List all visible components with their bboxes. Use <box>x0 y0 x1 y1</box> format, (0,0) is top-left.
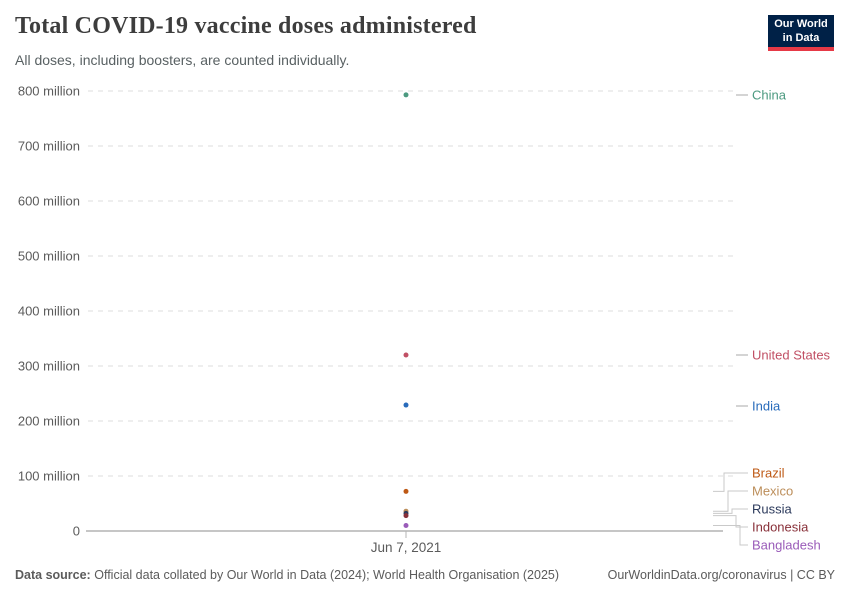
chart-footer: Data source: Official data collated by O… <box>15 568 835 582</box>
entity-label-indonesia[interactable]: Indonesia <box>752 520 809 535</box>
entity-label-mexico[interactable]: Mexico <box>752 484 793 499</box>
data-source: Data source: Official data collated by O… <box>15 568 559 582</box>
entity-label-bangladesh[interactable]: Bangladesh <box>752 538 821 553</box>
data-point-india[interactable] <box>403 402 409 408</box>
y-tick-label: 500 million <box>18 249 80 264</box>
label-connector-indonesia <box>713 515 748 528</box>
footer-link[interactable]: OurWorldinData.org/coronavirus | CC BY <box>607 568 835 582</box>
owid-logo-line1: Our World <box>774 18 828 30</box>
owid-logo-line2: in Data <box>782 32 820 45</box>
data-point-bangladesh[interactable] <box>403 523 409 528</box>
y-tick-label: 200 million <box>18 414 80 429</box>
label-connector-bangladesh <box>713 525 748 546</box>
entity-label-china[interactable]: China <box>752 88 787 103</box>
entity-label-united-states[interactable]: United States <box>752 348 831 363</box>
data-source-label: Data source: <box>15 568 91 582</box>
y-tick-label: 300 million <box>18 359 80 374</box>
y-tick-label: 700 million <box>18 139 80 154</box>
chart-subtitle: All doses, including boosters, are count… <box>15 52 350 68</box>
data-point-brazil[interactable] <box>403 488 409 494</box>
label-connector-mexico <box>713 490 748 512</box>
owid-logo[interactable]: Our World in Data <box>768 15 834 51</box>
y-tick-label: 400 million <box>18 304 80 319</box>
entity-label-india[interactable]: India <box>752 399 781 414</box>
x-tick-label: Jun 7, 2021 <box>371 540 442 555</box>
data-point-united-states[interactable] <box>403 352 409 358</box>
y-tick-label: 600 million <box>18 194 80 209</box>
entity-label-russia[interactable]: Russia <box>752 502 793 517</box>
data-point-china[interactable] <box>403 92 409 98</box>
data-source-text: Official data collated by Our World in D… <box>94 568 560 582</box>
y-tick-label: 0 <box>73 524 80 539</box>
y-tick-label: 800 million <box>18 84 80 99</box>
chart-title: Total COVID-19 vaccine doses administere… <box>15 13 477 39</box>
label-connector-russia <box>713 508 748 514</box>
y-tick-label: 100 million <box>18 469 80 484</box>
label-connector-brazil <box>713 472 748 492</box>
data-point-indonesia[interactable] <box>403 513 409 519</box>
entity-label-brazil[interactable]: Brazil <box>752 466 785 481</box>
